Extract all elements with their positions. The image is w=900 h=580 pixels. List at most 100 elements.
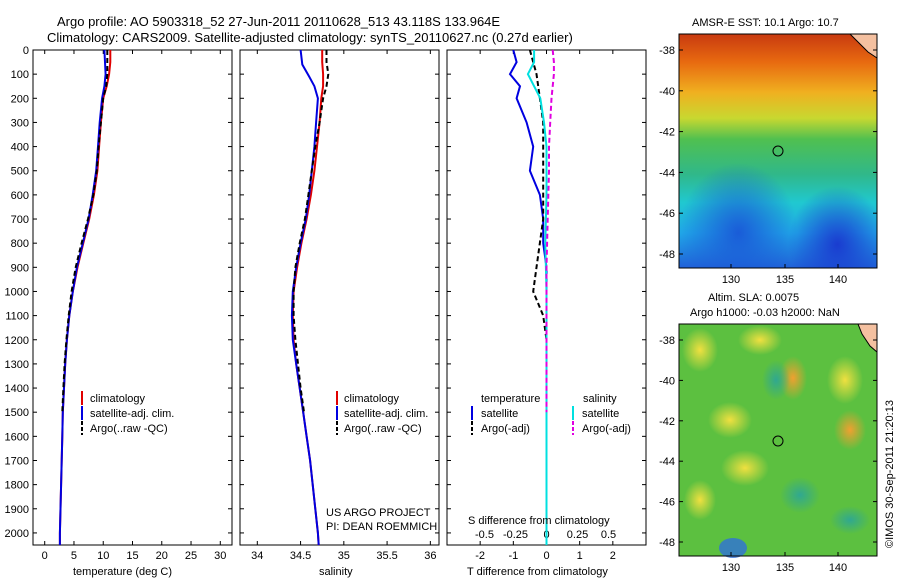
sla-map-frame (678, 323, 878, 557)
temperature-panel: 0100200300400500600700800900100011001200… (5, 45, 233, 578)
sla-high-patch (682, 328, 718, 372)
map-lon-label: 135 (776, 274, 794, 286)
depth-tick-label: 200 (11, 93, 29, 105)
temperature-legend: climatology satellite-adj. clim. Argo(..… (81, 391, 174, 435)
sst-cold-patch-east (679, 34, 877, 268)
sla-low-patch (719, 538, 747, 558)
series-line (61, 50, 109, 413)
series-line (58, 50, 112, 545)
map-lat-label: -48 (659, 537, 675, 549)
sla-map-title1: Altim. SLA: 0.0075 (708, 292, 799, 304)
s-diff-tick-label: 0.25 (567, 529, 588, 541)
depth-tick-label: 2000 (5, 528, 29, 540)
series-line (292, 50, 330, 413)
salinity-x-ticks: 34 34.5 35 35.5 36 (251, 50, 436, 562)
depth-tick-label: 0 (23, 45, 29, 57)
legend-t-argo: Argo(-adj) (481, 423, 530, 435)
map-lat-label: -42 (659, 416, 675, 428)
salinity-lines (290, 49, 330, 546)
depth-tick-label: 1000 (5, 286, 29, 298)
sla-argo-location-marker (772, 435, 784, 447)
depth-tick-label: 700 (11, 214, 29, 226)
sla-x-ticks: 130 135 140 (722, 552, 847, 574)
x-tick-label: 20 (156, 550, 168, 562)
x-tick-label: 36 (424, 550, 436, 562)
difference-legend: temperature salinity satellite Argo(-adj… (471, 393, 631, 435)
depth-tick-label: 800 (11, 238, 29, 250)
series-line (58, 49, 107, 545)
sla-anomaly-patches (682, 325, 870, 558)
map-lat-label: -38 (659, 45, 675, 57)
x-tick-label: 25 (185, 550, 197, 562)
temperature-xlabel: temperature (deg C) (73, 566, 172, 578)
salinity-axes (239, 49, 440, 546)
sla-low-patch (762, 360, 790, 400)
depth-tick-label: 1300 (5, 359, 29, 371)
depth-tick-label: 500 (11, 166, 29, 178)
sla-y-ticks: -38 -40 -42 -44 -46 -48 (659, 335, 877, 549)
sla-high-patch (827, 356, 863, 404)
map-lon-label: 140 (829, 274, 847, 286)
x-tick-label: 15 (126, 550, 138, 562)
salinity-legend: climatology satellite-adj. clim. Argo(..… (336, 391, 428, 435)
depth-tick-label: 1800 (5, 480, 29, 492)
difference-top-ticks: -0.5 -0.25 0 0.25 0.5 (475, 529, 616, 541)
map-lat-label: -40 (659, 375, 675, 387)
depth-tick-label: 100 (11, 69, 29, 81)
credit-project: US ARGO PROJECT (326, 507, 431, 519)
x-tick-label: 10 (97, 550, 109, 562)
legend-climatology: climatology (90, 393, 146, 405)
map-lon-label: 130 (722, 274, 740, 286)
map-lat-label: -40 (659, 86, 675, 98)
x-tick-label: 34 (251, 550, 263, 562)
x-tick-label: -1 (508, 550, 518, 562)
salinity-panel: 34 34.5 35 35.5 36 salinity climatology sate… (239, 49, 440, 578)
x-tick-label: 0 (543, 550, 549, 562)
series-line (508, 49, 548, 545)
x-tick-label: 2 (610, 550, 616, 562)
legend-argo: Argo(..raw -QC) (344, 423, 422, 435)
map-lat-label: -44 (659, 456, 675, 468)
x-tick-label: 5 (71, 550, 77, 562)
temperature-x-ticks: 0 5 10 15 20 25 30 (42, 50, 226, 562)
legend-satellite: satellite-adj. clim. (344, 408, 428, 420)
map-lon-label: 135 (776, 562, 794, 574)
map-lat-label: -38 (659, 335, 675, 347)
legend-satellite: satellite-adj. clim. (90, 408, 174, 420)
s-diff-tick-label: 0.5 (601, 529, 616, 541)
imos-timestamp: ©IMOS 30-Sep-2011 21:20:13 (884, 400, 896, 548)
sst-argo-location-marker (772, 145, 784, 157)
sst-y-ticks: -38 -40 -42 -44 -46 -48 (659, 45, 877, 261)
x-tick-label: 35 (338, 550, 350, 562)
sla-peak-patch (834, 410, 866, 450)
depth-tick-label: 1600 (5, 431, 29, 443)
sla-high-patch (708, 402, 752, 438)
depth-tick-label: 300 (11, 117, 29, 129)
sla-low-patch (780, 477, 820, 513)
sla-high-patch (738, 325, 782, 355)
depth-tick-label: 1100 (5, 311, 29, 323)
map-lat-label: -42 (659, 127, 675, 139)
depth-axis-ticks: 0 100 200 300 400 500 600 700 800 900 1000 1100 1200… (5, 45, 232, 540)
legend-argo: Argo(..raw -QC) (90, 423, 168, 435)
sst-x-ticks: 130 135 140 (722, 264, 847, 286)
map-lat-label: -48 (659, 249, 675, 261)
legend-s-satellite: satellite (582, 408, 619, 420)
x-tick-label: 35.5 (376, 550, 397, 562)
depth-tick-label: 1700 (5, 455, 29, 467)
legend-t-satellite: satellite (481, 408, 518, 420)
depth-tick-label: 1900 (5, 504, 29, 516)
salinity-depth-ticks (240, 49, 439, 534)
map-lat-label: -46 (659, 497, 675, 509)
x-tick-label: 1 (577, 550, 583, 562)
title-line1: Argo profile: AO 5903318_52 27-Jun-2011 … (57, 14, 500, 29)
sla-high-patch (721, 450, 769, 486)
depth-tick-label: 600 (11, 190, 29, 202)
title-line2: Climatology: CARS2009. Satellite-adjuste… (47, 30, 573, 45)
credit-pi: PI: DEAN ROEMMICH (326, 521, 437, 533)
x-tick-label: 0 (42, 550, 48, 562)
temperature-axes (32, 49, 233, 546)
t-difference-xlabel: T difference from climatology (467, 566, 608, 578)
depth-tick-label: 400 (11, 142, 29, 154)
series-line (545, 49, 555, 413)
